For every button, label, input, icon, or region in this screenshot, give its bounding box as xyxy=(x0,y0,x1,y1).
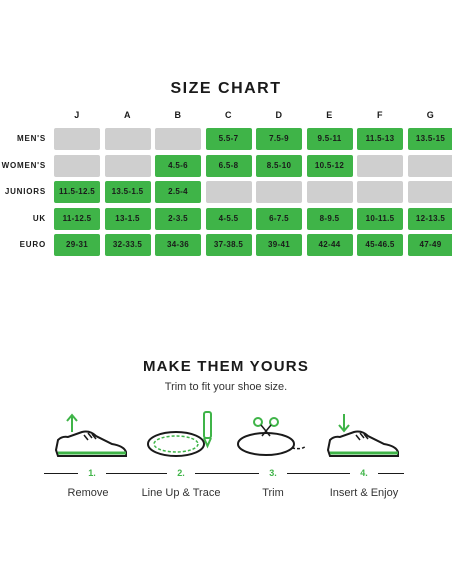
row-label: EURO xyxy=(19,240,46,249)
size-cell: 39-41 xyxy=(256,234,302,256)
column-header-f: F xyxy=(377,110,383,120)
instructions-title: MAKE THEM YOURS xyxy=(142,358,310,375)
size-cell: 4-5.5 xyxy=(205,207,252,230)
size-cell: 32-33.5 xyxy=(104,234,151,256)
size-cell xyxy=(357,181,403,203)
size-cell xyxy=(256,181,302,203)
column-header-e: E xyxy=(326,110,333,120)
size-cell: 42-44 xyxy=(306,234,353,256)
size-cell: 4.5-6 xyxy=(155,154,201,177)
size-cell xyxy=(104,154,151,177)
size-cell: 10-11.5 xyxy=(357,207,403,230)
step-2-label: Line Up & Trace xyxy=(141,487,221,499)
size-cell: 11.5-13 xyxy=(357,128,403,150)
size-cell: 13-1.5 xyxy=(104,207,151,230)
step-1-number: 1. xyxy=(78,466,106,480)
size-cell xyxy=(407,154,452,177)
shoe-remove-insole-icon xyxy=(54,413,127,457)
column-header-g: G xyxy=(426,110,435,120)
size-cell xyxy=(306,181,353,203)
size-cell xyxy=(407,181,452,203)
shoe-insert-insole-icon xyxy=(326,414,399,457)
size-cell xyxy=(155,128,201,150)
size-cell xyxy=(205,181,252,203)
row-label: MEN'S xyxy=(16,134,46,143)
row-label: UK xyxy=(32,213,46,223)
instructions-subtitle: Trim to fit your shoe size. xyxy=(164,381,288,393)
size-cell: 2.5-4 xyxy=(155,181,201,203)
size-cell: 5.5-7 xyxy=(205,128,252,150)
size-cell: 6.5-8 xyxy=(205,154,252,177)
size-cell: 11-12.5 xyxy=(54,207,100,230)
column-header-a: A xyxy=(124,110,131,120)
size-cell xyxy=(54,154,100,177)
row-label: WOMEN'S xyxy=(1,160,46,170)
size-cell: 2-3.5 xyxy=(155,207,201,230)
size-cell: 37-38.5 xyxy=(205,234,252,256)
column-header-c: C xyxy=(225,110,232,120)
size-cell xyxy=(54,128,100,150)
size-cell: 9.5-11 xyxy=(306,128,353,150)
row-label: JUNIORS xyxy=(4,187,46,196)
size-cell: 45-46.5 xyxy=(357,234,403,256)
step-4-number: 4. xyxy=(350,466,378,480)
size-cell xyxy=(357,154,403,177)
size-cell: 12-13.5 xyxy=(407,207,452,230)
size-cell: 34-36 xyxy=(155,234,201,256)
size-cell: 29-31 xyxy=(54,234,100,256)
size-cell: 11.5-12.5 xyxy=(54,181,100,203)
size-chart-title: SIZE CHART xyxy=(170,80,282,97)
column-header-d: D xyxy=(275,110,283,120)
size-cell: 10.5-12 xyxy=(306,154,353,177)
insole-trace-pen-icon xyxy=(147,411,212,457)
step-3-label: Trim xyxy=(262,487,284,499)
size-cell: 13.5-15 xyxy=(407,128,452,150)
size-cell: 6-7.5 xyxy=(256,207,302,230)
size-cell: 13.5-1.5 xyxy=(104,181,151,203)
size-cell xyxy=(104,128,151,150)
size-cell: 8.5-10 xyxy=(256,154,302,177)
step-3-number: 3. xyxy=(259,466,287,480)
step-2-number: 2. xyxy=(167,466,195,480)
size-cell: 7.5-9 xyxy=(256,128,302,150)
steps-timeline xyxy=(44,473,404,474)
step-4-label: Insert & Enjoy xyxy=(329,487,399,499)
column-header-b: B xyxy=(174,110,182,120)
column-header-j: J xyxy=(74,110,80,120)
insole-scissors-trim-icon xyxy=(237,417,307,456)
size-cell: 47-49 xyxy=(407,234,452,256)
size-cell: 8-9.5 xyxy=(306,207,353,230)
step-1-label: Remove xyxy=(67,487,109,499)
